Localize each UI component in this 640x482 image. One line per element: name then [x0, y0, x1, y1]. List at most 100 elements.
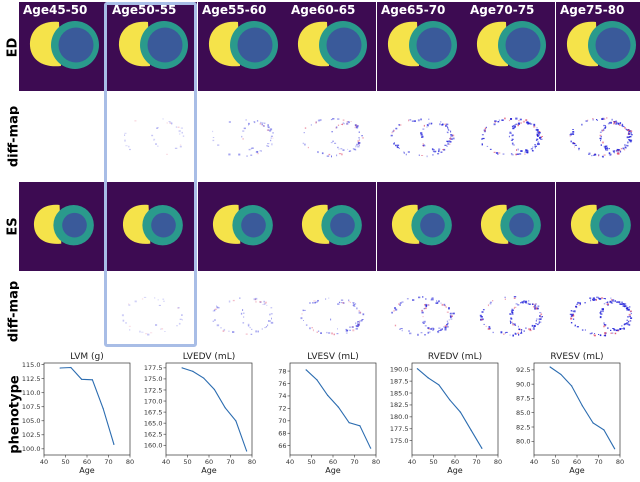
diff-pixel — [426, 124, 429, 126]
diff-pixel — [442, 123, 444, 126]
diff-pixel — [489, 301, 492, 303]
diff-pixel — [223, 328, 226, 331]
diff-pixel — [541, 136, 542, 138]
diff-pixel — [443, 326, 445, 328]
diff-pixel — [266, 304, 268, 306]
diff-pixel — [494, 120, 497, 122]
diff-pixel — [608, 148, 610, 150]
diff-pixel — [445, 325, 447, 327]
difference-map-image — [556, 92, 640, 181]
diff-pixel — [263, 300, 265, 303]
diff-pixel — [516, 149, 517, 151]
diff-pixel — [449, 143, 451, 145]
diff-pixel — [609, 154, 612, 156]
diff-pixel — [524, 151, 526, 153]
diff-pixel — [425, 298, 427, 300]
diff-pixel — [313, 300, 316, 302]
diff-pixel — [479, 314, 482, 317]
data-point — [81, 378, 83, 380]
plot-title: LVM (g) — [70, 352, 104, 362]
diff-pixel — [576, 306, 578, 309]
diff-pixel — [608, 152, 611, 155]
diff-pixel — [450, 138, 453, 140]
diff-pixel — [626, 308, 629, 311]
diff-pixel — [423, 144, 426, 147]
diff-pixel — [452, 312, 455, 315]
diff-pixel — [603, 145, 606, 148]
diff-pixel — [353, 148, 356, 150]
diff-pixel — [396, 127, 398, 130]
difference-map-image — [108, 92, 197, 181]
diff-pixel — [513, 297, 516, 299]
diff-pixel — [588, 152, 591, 155]
diff-pixel — [448, 307, 450, 309]
diff-pixel — [599, 134, 602, 137]
diff-pixel — [342, 302, 344, 304]
diff-pixel — [421, 309, 423, 312]
diff-pixel — [536, 307, 539, 309]
diff-pixel — [242, 130, 245, 132]
diff-pixel — [515, 303, 518, 305]
diff-pixel — [527, 302, 530, 305]
diff-pixel — [534, 325, 536, 327]
diff-pixel — [348, 150, 351, 152]
diff-pixel — [269, 128, 273, 131]
diff-pixel — [339, 302, 341, 303]
diff-pixel — [606, 303, 609, 305]
diff-pixel — [533, 125, 536, 128]
diff-pixel — [422, 145, 425, 146]
diff-pixel — [610, 302, 612, 304]
diff-pixel — [575, 305, 577, 308]
diff-pixel — [432, 154, 434, 156]
y-tick-label: 105.0 — [22, 417, 41, 425]
left-ventricle-region — [595, 27, 631, 63]
diff-pixel — [425, 303, 427, 306]
diff-pixel — [604, 325, 606, 327]
diff-pixel — [393, 142, 395, 144]
diff-pixel — [514, 333, 517, 335]
diff-pixel — [304, 143, 306, 146]
diff-pixel — [391, 131, 393, 134]
x-tick-label: 50 — [183, 458, 191, 466]
diff-pixel — [328, 297, 330, 299]
diff-pixel — [518, 120, 520, 122]
diff-pixel — [177, 126, 180, 128]
right-ventricle-region — [118, 21, 150, 67]
diff-pixel — [216, 305, 217, 307]
ed-segmentation-image: Age45-50 — [19, 2, 108, 91]
diff-pixel — [534, 307, 536, 309]
diff-pixel — [312, 329, 314, 332]
diff-pixel — [510, 140, 513, 141]
diff-pixel — [348, 299, 350, 301]
diff-pixel — [450, 134, 453, 136]
diff-pixel — [538, 318, 540, 321]
diff-pixel — [618, 149, 621, 152]
diff-pixel — [522, 302, 524, 304]
diff-pixel — [147, 333, 150, 336]
diff-pixel — [357, 125, 359, 127]
diff-pixel — [592, 118, 594, 121]
x-axis-label: Age — [201, 466, 217, 475]
diff-pixel — [150, 332, 153, 334]
diff-pixel — [539, 321, 542, 323]
diff-pixel — [355, 126, 358, 129]
diff-pixel — [353, 305, 356, 307]
diff-pixel — [270, 137, 272, 139]
diff-pixel — [449, 138, 452, 140]
diff-pixel — [340, 123, 343, 125]
diff-pixel — [512, 334, 514, 337]
plot-title: RVESV (mL) — [550, 352, 603, 362]
x-axis-label: Age — [325, 466, 341, 475]
y-tick-label: 177.5 — [144, 364, 163, 372]
x-tick-label: 40 — [286, 458, 294, 466]
diff-pixel — [248, 122, 250, 125]
diff-pixel — [511, 134, 514, 136]
diff-pixel — [356, 125, 359, 128]
diff-pixel — [617, 123, 620, 125]
diff-pixel — [601, 129, 603, 132]
data-point — [181, 367, 183, 369]
diff-pixel — [605, 148, 606, 151]
diff-pixel — [145, 333, 148, 335]
diff-pixel — [627, 141, 629, 144]
diff-pixel — [242, 138, 244, 140]
